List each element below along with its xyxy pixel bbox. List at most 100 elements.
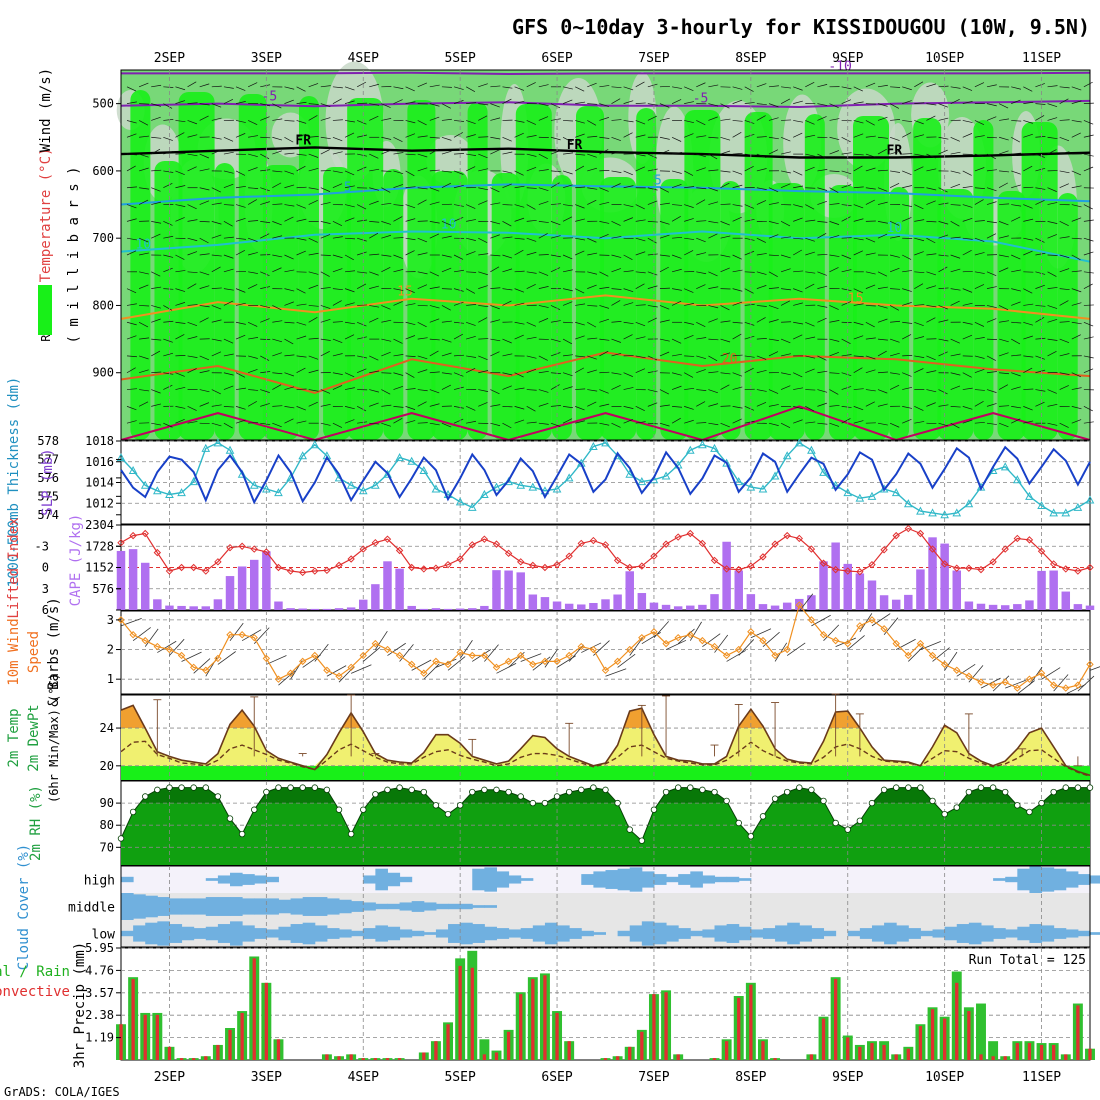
thickness-point-78 (1061, 508, 1071, 517)
upper-wind-barb (623, 372, 633, 377)
cape-bar-77 (1049, 570, 1058, 610)
wind-speed-point-38 (577, 642, 585, 651)
upper-wind-barb (1011, 321, 1022, 324)
lifted-index-point-64 (892, 531, 900, 540)
upper-wind-barb (126, 288, 137, 294)
upper-wind-barb (611, 119, 622, 121)
upper-wind-barb (369, 168, 380, 172)
upper-wind-barb (829, 267, 839, 273)
upper-wind-barb (550, 103, 561, 109)
upper-wind-barb (478, 338, 489, 340)
upper-wind-barb (308, 200, 318, 205)
upper-wind-barb (272, 320, 283, 323)
upper-wind-barb (466, 420, 477, 424)
upper-wind-barb (732, 216, 742, 222)
upper-wind-barb (671, 99, 682, 104)
upper-wind-barb (1071, 185, 1082, 189)
wind-speed-point-36 (553, 657, 561, 666)
upper-wind-barb (744, 120, 755, 124)
upper-wind-barb (235, 237, 246, 240)
upper-wind-barb (853, 165, 863, 172)
thickness-point-35 (540, 486, 550, 495)
cape-bar-69 (952, 570, 962, 610)
wind-speed-point-33 (517, 651, 525, 660)
ytick-label-li-3: -3 (35, 539, 49, 553)
upper-wind-barb (732, 184, 743, 189)
upper-wind-barb (732, 406, 743, 409)
cloud-low-cell-28 (460, 922, 473, 945)
upper-wind-barb (550, 405, 561, 407)
upper-wind-barb (514, 334, 524, 340)
lifted-index-point-70 (965, 564, 973, 572)
upper-wind-barb (805, 355, 816, 359)
upper-wind-barb (599, 221, 610, 224)
upper-wind-barb (502, 338, 512, 344)
cloud-level-low: low (92, 928, 116, 943)
upper-wind-barb (272, 305, 282, 311)
upper-wind-barb (865, 284, 876, 289)
wind-speed-point-76 (1037, 669, 1046, 677)
upper-wind-barb (877, 169, 888, 172)
upper-wind-barb (938, 221, 949, 225)
upper-wind-barb (284, 354, 295, 357)
upper-wind-barb (308, 337, 319, 340)
upper-wind-barb (272, 235, 283, 239)
upper-wind-barb (502, 136, 512, 142)
upper-wind-barb (926, 253, 937, 256)
rh-moist-plume-23 (768, 183, 805, 440)
lifted-index-point-33 (517, 558, 525, 566)
upper-wind-barb (938, 338, 949, 342)
precip-convective-bar-62 (870, 1043, 874, 1060)
upper-wind-barb (853, 303, 864, 306)
upper-wind-barb (453, 254, 464, 260)
upper-wind-barb (163, 352, 174, 357)
cape-bar-18 (334, 608, 344, 610)
upper-wind-barb (902, 288, 912, 292)
upper-wind-barb (587, 237, 597, 243)
cloud-low-cell-38 (581, 930, 594, 937)
upper-wind-barb (623, 100, 634, 104)
wind-speed-point-69 (953, 666, 961, 674)
upper-wind-barb (260, 221, 271, 224)
upper-wind-barb (732, 333, 742, 340)
upper-wind-barb (260, 286, 271, 289)
upper-wind-barb (126, 133, 137, 138)
upper-wind-barb (781, 170, 791, 174)
upper-wind-barb (805, 271, 816, 274)
precip-convective-bar-42 (628, 1046, 632, 1060)
precip-convective-bar-21 (373, 1058, 378, 1060)
upper-wind-barb (877, 187, 888, 192)
isotherm-15 (120, 294, 1091, 320)
cape-bar-15 (298, 608, 307, 610)
isotherm-label--5-0: -5 (262, 90, 278, 105)
cloud-middle-cell-12 (266, 898, 279, 915)
precip-convective-bar-34 (531, 979, 535, 1060)
upper-wind-barb (708, 318, 718, 323)
ytick-label-5-2: 90 (100, 796, 114, 810)
upper-wind-barb (732, 152, 743, 155)
upper-wind-barb (247, 120, 258, 125)
upper-wind-barb (429, 318, 440, 323)
rh-moist-plume-0 (130, 90, 151, 440)
upper-wind-barb (696, 321, 706, 327)
upper-wind-barb (1083, 120, 1094, 125)
upper-wind-barb (902, 204, 913, 207)
upper-wind-barb (284, 338, 294, 345)
upper-wind-barb (562, 170, 573, 175)
upper-wind-barb (369, 402, 379, 407)
wind-speed-point-3 (153, 642, 162, 651)
upper-wind-barb (187, 120, 198, 125)
upper-wind-barb (587, 389, 598, 392)
upper-wind-barb (490, 254, 501, 257)
upper-wind-barb (199, 187, 210, 191)
upper-wind-barb (126, 86, 137, 92)
upper-wind-barb (696, 187, 707, 190)
surface-wind-barb-62 (871, 613, 891, 627)
upper-wind-barb (587, 355, 597, 360)
upper-wind-barb (502, 236, 513, 239)
wind-speed-point-0 (117, 616, 125, 624)
upper-wind-barb (563, 321, 574, 324)
upper-wind-barb (575, 321, 585, 326)
upper-wind-barb (599, 85, 610, 88)
upper-wind-barb (696, 220, 707, 222)
